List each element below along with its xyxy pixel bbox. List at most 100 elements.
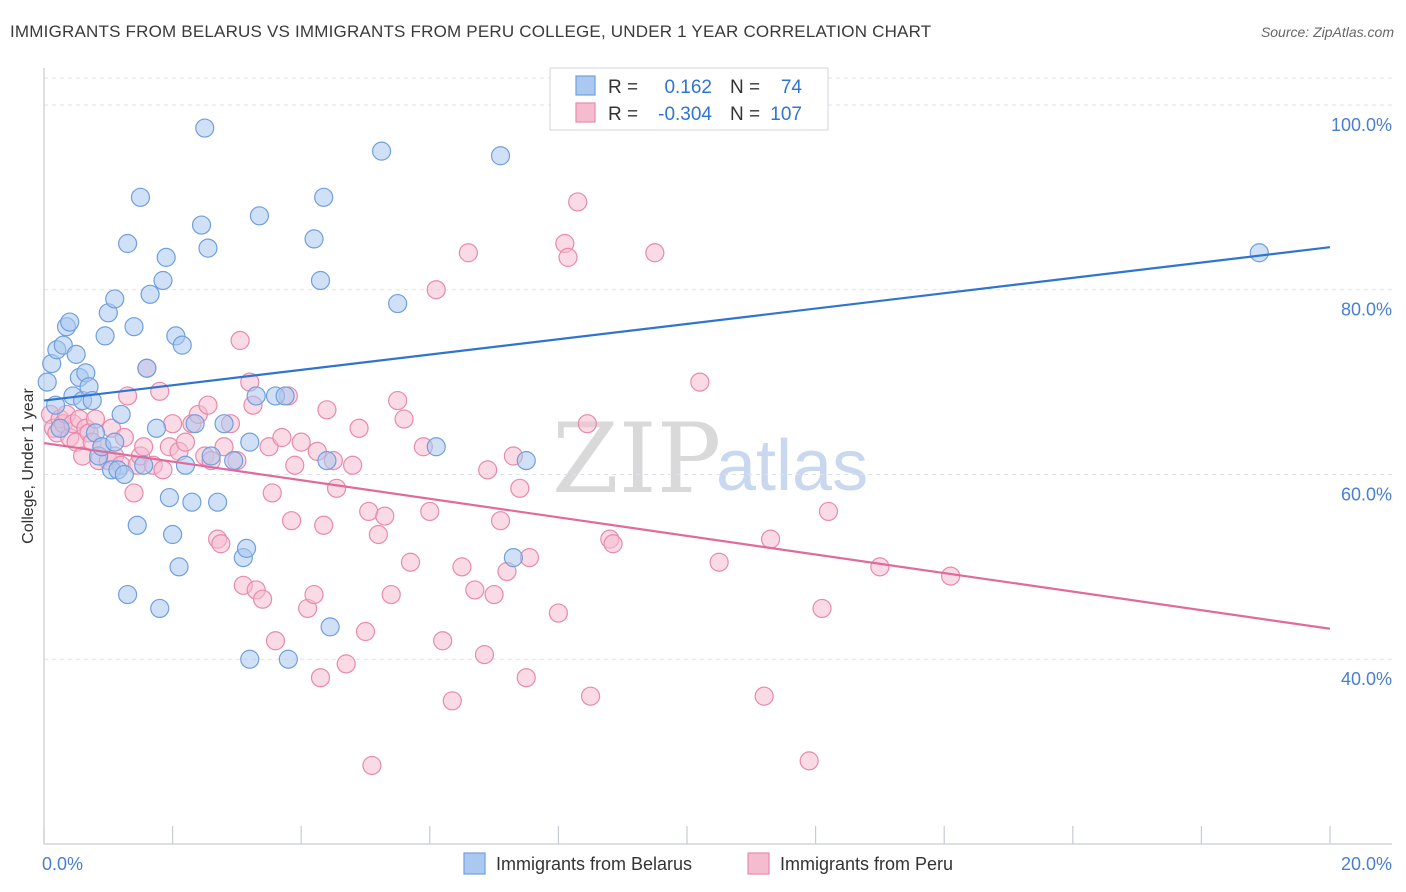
data-point-belarus xyxy=(320,617,340,637)
data-point-peru xyxy=(558,247,578,267)
data-point-belarus xyxy=(105,289,125,309)
data-point-belarus xyxy=(426,437,446,457)
data-point-belarus xyxy=(208,492,228,512)
data-point-peru xyxy=(359,501,379,522)
data-point-belarus xyxy=(134,455,154,475)
data-point-belarus xyxy=(153,270,173,291)
data-point-belarus xyxy=(304,229,324,249)
trendline-belarus xyxy=(43,246,1331,402)
data-point-peru xyxy=(355,621,376,642)
data-point-belarus xyxy=(95,326,115,346)
data-point-peru xyxy=(490,511,511,531)
series-legend-label-belarus: Immigrants from Belarus xyxy=(496,854,692,874)
data-point-belarus xyxy=(124,317,144,337)
data-point-belarus xyxy=(117,233,138,254)
data-point-peru xyxy=(272,427,292,448)
data-point-peru xyxy=(870,557,890,577)
data-point-peru xyxy=(349,418,369,438)
data-point-peru xyxy=(163,414,183,434)
data-point-peru xyxy=(175,432,196,452)
data-point-peru xyxy=(516,668,536,688)
data-point-belarus xyxy=(156,247,176,267)
data-point-belarus xyxy=(50,418,70,438)
data-point-belarus xyxy=(114,464,134,485)
data-point-belarus xyxy=(185,414,205,434)
data-point-belarus xyxy=(371,141,392,161)
data-point-belarus xyxy=(117,584,138,605)
data-point-belarus xyxy=(246,386,266,406)
data-point-peru xyxy=(760,529,781,549)
data-point-belarus xyxy=(37,372,57,392)
data-point-peru xyxy=(198,395,218,415)
x-axis-ticks xyxy=(43,826,1331,844)
data-point-belarus xyxy=(214,414,234,434)
data-point-peru xyxy=(336,654,356,674)
data-point-peru xyxy=(433,631,453,651)
data-point-belarus xyxy=(516,451,536,471)
data-point-belarus xyxy=(503,548,523,568)
legend-n-label-belarus: N = xyxy=(730,77,760,98)
data-point-peru xyxy=(153,460,173,480)
data-point-belarus xyxy=(137,358,157,378)
watermark-zip: ZIP xyxy=(552,403,721,515)
data-point-peru xyxy=(262,483,282,503)
data-point-peru xyxy=(394,409,414,429)
data-point-belarus xyxy=(169,557,189,577)
data-point-belarus xyxy=(310,270,331,291)
data-point-belarus xyxy=(182,492,202,512)
data-point-peru xyxy=(368,524,388,545)
data-point-belarus xyxy=(240,432,260,452)
data-point-peru xyxy=(452,557,472,577)
y-axis-tick-labels: 40.0% 60.0% 80.0% 100.0% xyxy=(1331,115,1392,689)
data-point-peru xyxy=(211,534,231,554)
data-point-belarus xyxy=(127,515,147,535)
legend-n-value-peru: 107 xyxy=(770,104,802,125)
data-point-belarus xyxy=(60,312,80,332)
y-tick-label: 80.0% xyxy=(1341,300,1392,320)
data-point-peru xyxy=(548,603,569,623)
data-point-peru xyxy=(568,192,588,212)
y-axis-title: College, Under 1 year xyxy=(20,388,37,544)
data-point-belarus xyxy=(191,215,212,235)
data-point-peru xyxy=(285,455,305,475)
data-point-peru xyxy=(426,280,446,300)
series-legend-swatch-peru xyxy=(747,852,770,875)
legend-r-value-peru: -0.304 xyxy=(658,104,712,125)
data-point-belarus xyxy=(195,118,215,138)
data-point-peru xyxy=(577,414,597,434)
legend-r-label-belarus: R = xyxy=(608,77,638,98)
data-point-peru xyxy=(474,645,495,665)
legend-box xyxy=(549,67,829,131)
data-point-belarus xyxy=(140,284,160,304)
legend-swatch-peru xyxy=(575,102,596,123)
trendline-peru xyxy=(43,441,1331,630)
y-tick-label: 40.0% xyxy=(1341,669,1392,689)
data-point-belarus xyxy=(172,335,192,355)
legend-n-value-belarus: 74 xyxy=(781,77,803,98)
data-point-peru xyxy=(519,548,540,568)
data-point-peru xyxy=(388,390,408,411)
data-point-belarus xyxy=(224,451,244,471)
data-point-peru xyxy=(420,501,440,522)
data-point-belarus xyxy=(240,649,260,669)
data-point-peru xyxy=(317,400,337,420)
data-point-belarus xyxy=(1249,243,1269,263)
data-point-peru xyxy=(230,330,250,351)
gridlines xyxy=(44,77,1392,660)
data-point-peru xyxy=(458,243,478,263)
legend-n-label-peru: N = xyxy=(730,104,760,125)
data-point-belarus xyxy=(159,487,179,508)
data-point-belarus xyxy=(150,598,170,619)
data-point-belarus xyxy=(105,432,125,452)
x-tick-label-min: 0.0% xyxy=(42,854,83,874)
data-point-belarus xyxy=(314,187,334,207)
data-point-peru xyxy=(941,566,961,586)
y-tick-label: 60.0% xyxy=(1341,484,1392,504)
data-point-belarus xyxy=(249,206,270,226)
data-point-belarus xyxy=(146,418,167,438)
data-point-belarus xyxy=(111,404,131,425)
series-legend-swatch-belarus xyxy=(463,852,486,875)
data-point-peru xyxy=(362,755,382,776)
series-peru-points xyxy=(40,192,961,776)
data-point-belarus xyxy=(317,451,337,471)
